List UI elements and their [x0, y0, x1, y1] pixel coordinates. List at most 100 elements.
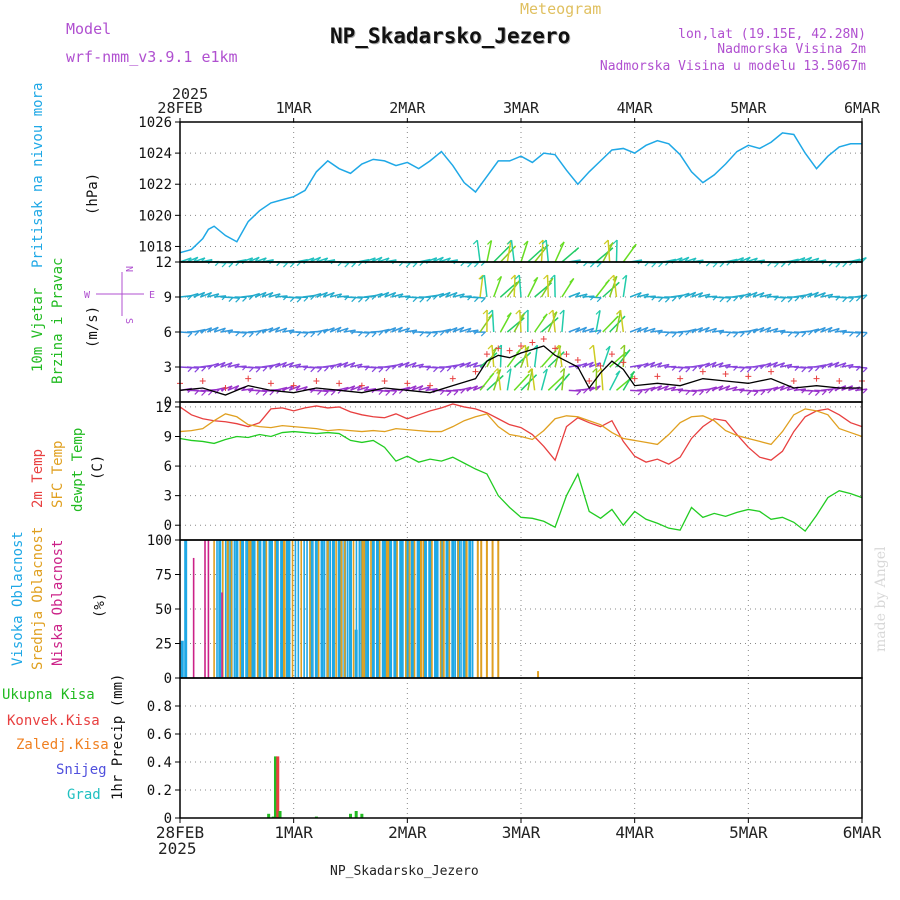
- wind-barb: [773, 362, 785, 368]
- wind-barb: [718, 296, 731, 299]
- wind-barb-tick: [553, 317, 559, 323]
- wind-barb: [425, 331, 438, 334]
- wind-barb-tick: [605, 279, 610, 285]
- wind-barb-tick: [527, 368, 533, 373]
- wind-barb-tick: [774, 262, 779, 268]
- wind-barb-tick: [815, 366, 820, 372]
- wind-barb-tick: [426, 296, 432, 302]
- wind-barb-tick: [671, 332, 677, 338]
- wind-barb: [752, 292, 765, 298]
- wind-barb: [452, 326, 465, 333]
- wind-barb: [445, 389, 459, 392]
- mid-cloud-bar: [497, 540, 500, 678]
- cloud-bar: [355, 540, 358, 678]
- wind-barb: [398, 327, 410, 333]
- wind-barb-tick: [323, 292, 328, 297]
- wind-barb: [486, 347, 498, 368]
- wind-barb: [497, 368, 502, 391]
- wind-barb-tick: [439, 330, 445, 336]
- wind-barb: [855, 366, 868, 369]
- wind-barb-tick: [255, 367, 261, 373]
- time-tick-top: 6MAR: [844, 99, 881, 117]
- wind-barb: [377, 291, 390, 298]
- wind-barb-tick: [801, 332, 807, 338]
- wind-barb: [813, 326, 826, 333]
- wind-barb: [677, 256, 690, 263]
- cloud-bar: [387, 540, 390, 678]
- panel-frame: [179, 677, 863, 819]
- high-cloud-bar: [405, 540, 409, 678]
- wind-gust-marker: [574, 357, 581, 363]
- wind-barb-tick: [289, 262, 295, 268]
- cloud-bar: [378, 540, 381, 678]
- wind-barb: [186, 256, 199, 263]
- mid-cloud-bar: [340, 540, 343, 678]
- wind-barb: [582, 361, 594, 368]
- wind-barb: [643, 386, 656, 392]
- wind-barb: [343, 329, 356, 333]
- wind-barb: [473, 296, 486, 299]
- wind-barb: [664, 386, 676, 392]
- wind-barb-tick: [452, 292, 458, 298]
- wind-barb: [227, 363, 240, 368]
- wind-barb: [316, 291, 328, 298]
- wind-barb: [643, 361, 656, 368]
- wind-barb: [766, 327, 779, 333]
- wind-barb-tick: [559, 368, 565, 373]
- wind-barb-tick: [364, 332, 370, 338]
- wind-barb: [636, 293, 649, 298]
- wind-barb-tick: [550, 274, 556, 280]
- wind-barb: [855, 294, 868, 298]
- wind-barb: [643, 327, 656, 333]
- y-tick-label: 0.4: [147, 755, 172, 771]
- temp-unit: (C): [90, 455, 106, 480]
- wind-barb: [834, 362, 847, 368]
- wind-barb-tick: [609, 274, 615, 280]
- wind-barb: [483, 275, 488, 298]
- wind-gust-marker: [245, 375, 252, 382]
- wind-barb-tick: [316, 256, 322, 262]
- wind-barb-tick: [719, 297, 725, 303]
- wind-barb-tick: [466, 361, 472, 367]
- wind-barb: [193, 291, 206, 298]
- wind-barb-tick: [726, 297, 732, 303]
- wind-barb: [282, 361, 294, 368]
- y-tick-label: 0.6: [147, 727, 172, 743]
- wind-barb-tick: [794, 332, 800, 338]
- cloud-bar: [265, 540, 268, 678]
- wind-gust-marker: [483, 351, 490, 358]
- wind-barb: [800, 292, 813, 298]
- model-elevation-label: Nadmorska Visina u modelu 13.5067m: [600, 59, 866, 74]
- wind-barb: [657, 363, 670, 368]
- wind-barb: [364, 331, 377, 334]
- wind-barb: [261, 291, 274, 298]
- wind-barb-tick: [684, 256, 690, 262]
- wind-barb-tick: [371, 332, 377, 338]
- wind-barb-tick: [569, 278, 575, 283]
- cloud-bar: [448, 540, 451, 678]
- wind-gust-marker: [518, 343, 524, 349]
- high-cloud-bar: [383, 540, 387, 678]
- cloud-bar: [431, 540, 433, 678]
- mid-cloud-bar: [408, 540, 411, 678]
- temp-dewpt-line: [179, 430, 863, 533]
- wind-barb-tick: [559, 309, 565, 315]
- wind-barb: [524, 345, 529, 368]
- wind-barb-tick: [220, 361, 226, 367]
- wind-barb-tick: [221, 262, 227, 268]
- cloud-bar: [280, 540, 282, 678]
- wind-barb-tick: [592, 367, 598, 373]
- wind-barb: [834, 329, 847, 333]
- wind-gust-marker: [790, 378, 797, 384]
- wind-barb-tick: [228, 262, 234, 268]
- high-cloud-bar: [428, 540, 432, 678]
- wind-barb: [288, 363, 301, 368]
- wind-barb-tick: [625, 349, 631, 355]
- cloud-bar: [219, 540, 221, 678]
- wind-barb-tick: [358, 297, 363, 303]
- y-tick-label: 3: [164, 489, 172, 505]
- wind-barb-tick: [516, 348, 521, 354]
- wind-barb-tick: [310, 367, 316, 373]
- wind-barb: [558, 345, 563, 368]
- y-tick-label: 75: [155, 568, 172, 584]
